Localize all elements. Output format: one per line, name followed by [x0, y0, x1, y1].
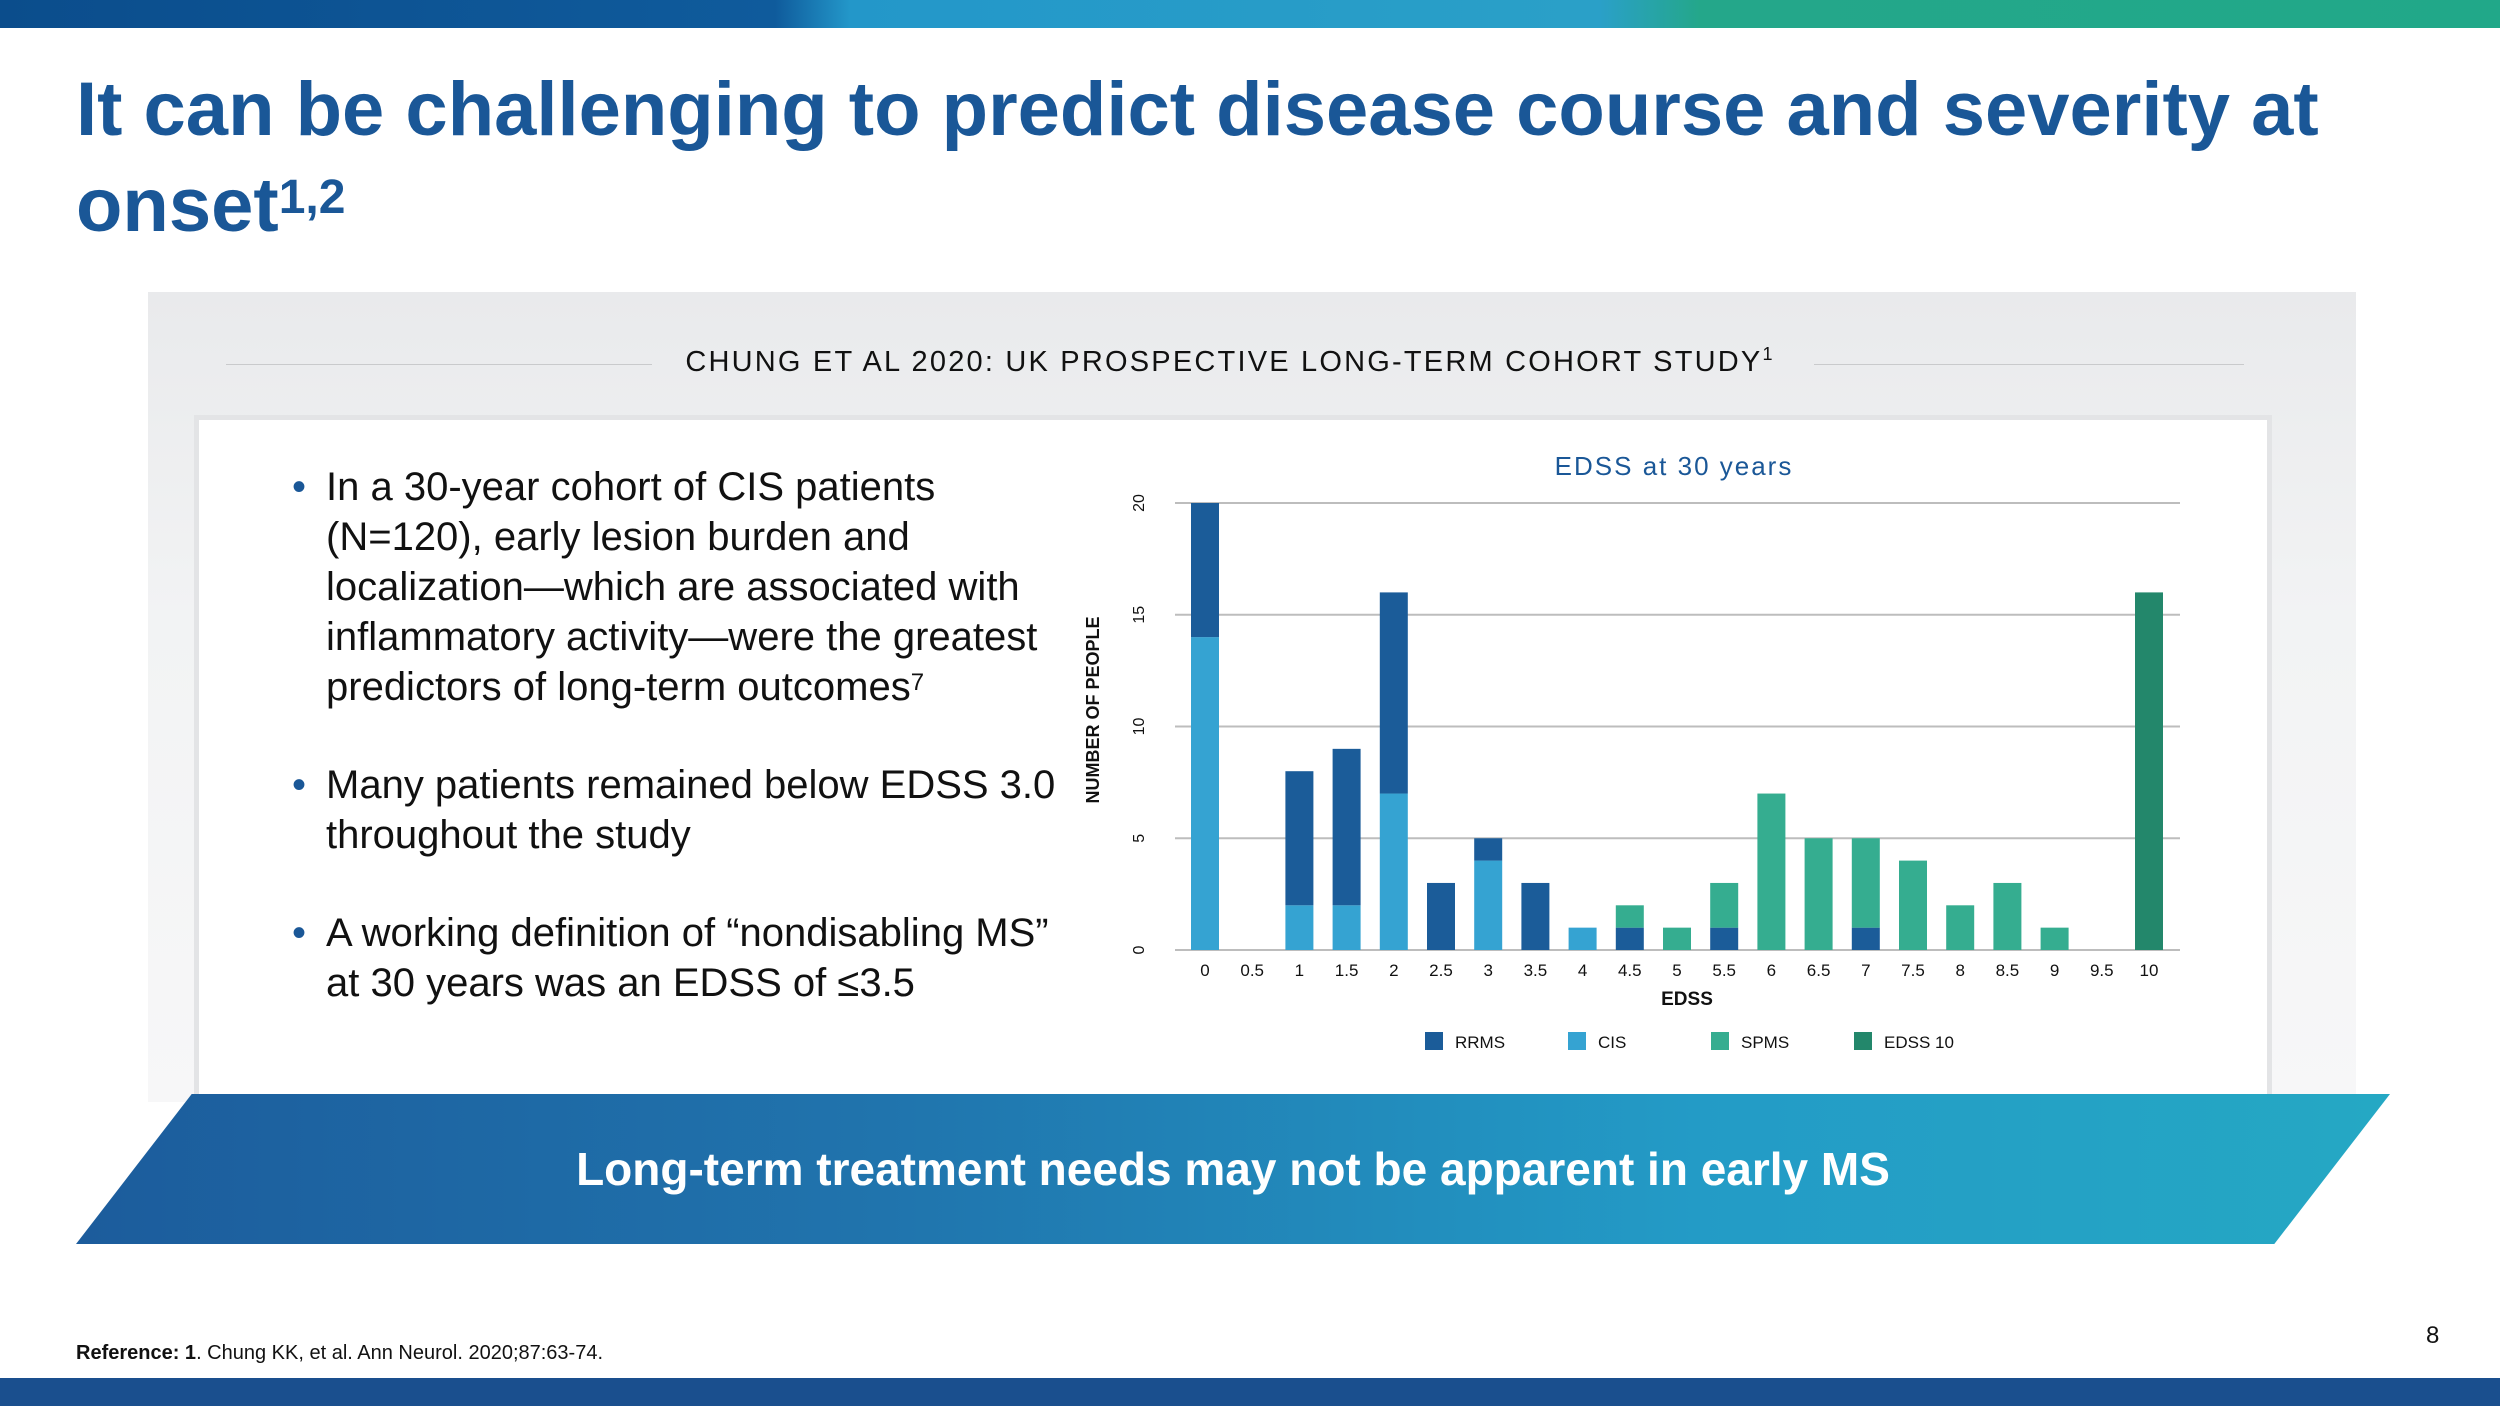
- legend-swatch-spms: [1711, 1032, 1729, 1050]
- x-tick-label: 2.5: [1429, 961, 1453, 980]
- y-axis-label: NUMBER OF PEOPLE: [1083, 616, 1103, 803]
- bar-rrms-edss-3.5: [1521, 882, 1550, 950]
- study-title-rule-right: [1814, 364, 2244, 365]
- legend-label-rrms: RRMS: [1455, 1033, 1505, 1052]
- bar-cis-edss-0: [1191, 637, 1219, 950]
- x-tick-label: 7: [1861, 961, 1870, 980]
- bullet-item-3: • A working definition of “nondisabling M…: [292, 908, 1072, 1008]
- bar-rrms-edss-1: [1285, 771, 1314, 906]
- bar-spms-edss-8.5: [1993, 882, 2022, 950]
- x-tick-label: 6.5: [1807, 961, 1831, 980]
- y-tick-label: 15: [1131, 606, 1148, 624]
- study-title-text: CHUNG ET AL 2020: UK PROSPECTIVE LONG-TE…: [685, 346, 1763, 378]
- edss-bar-chart: 0 5 10 15 20 0 0.5 1 1.5 2 2.5 3 3.5 4 4.5 5 5.5 6 6.5 7 7.…: [1083, 451, 2180, 1052]
- reference-label: Reference: 1: [76, 1342, 197, 1364]
- bullet-marker: •: [292, 763, 307, 807]
- x-tick-label: 9: [2050, 961, 2059, 980]
- x-tick-label: 6: [1767, 961, 1776, 980]
- y-tick-label: 20: [1131, 494, 1148, 512]
- x-tick-label: 5.5: [1712, 961, 1736, 980]
- bar-spms-edss-4.5: [1615, 905, 1644, 928]
- legend-label-edss-10: EDSS 10: [1884, 1033, 1954, 1052]
- x-axis-label: EDSS: [1661, 989, 1713, 1010]
- bar-rrms-edss-0: [1191, 503, 1219, 638]
- study-title-rule-left: [226, 364, 652, 365]
- bar-spms-edss-7: [1851, 838, 1880, 928]
- x-tick-label: 4.5: [1618, 961, 1642, 980]
- y-tick-labels: 0 5 10 15 20: [1131, 494, 1148, 954]
- legend-swatch-rrms: [1425, 1032, 1443, 1050]
- bar-spms-edss-6.5: [1804, 838, 1833, 950]
- reference: Reference: 1. Chung KK, et al. Ann Neuro…: [76, 1342, 603, 1365]
- bullet-marker: •: [292, 465, 307, 509]
- y-tick-label: 0: [1131, 945, 1148, 954]
- y-tick-label: 10: [1131, 718, 1148, 736]
- bar-spms-edss-9: [2040, 927, 2069, 950]
- x-tick-label: 8.5: [1996, 961, 2020, 980]
- legend-label-spms: SPMS: [1741, 1033, 1789, 1052]
- bar-spms-edss-8: [1946, 905, 1975, 950]
- study-superscript: 1: [1762, 344, 1775, 364]
- x-tick-label: 0: [1200, 961, 1209, 980]
- bars: [1191, 503, 2163, 950]
- bar-rrms-edss-2: [1379, 592, 1408, 794]
- legend: RRMS CIS SPMS EDSS 10: [1425, 1032, 1954, 1052]
- bottom-accent-bar: [0, 1378, 2500, 1406]
- x-tick-label: 10: [2140, 961, 2159, 980]
- bar-cis-edss-3: [1474, 860, 1503, 950]
- bar-cis-edss-1.5: [1332, 905, 1361, 950]
- x-tick-label: 1.5: [1335, 961, 1359, 980]
- bar-rrms-edss-4.5: [1615, 927, 1644, 950]
- bar-cis-edss-1: [1285, 905, 1314, 950]
- bullet-list: • In a 30-year cohort of CIS patients (N=…: [292, 462, 1072, 1056]
- study-title: CHUNG ET AL 2020: UK PROSPECTIVE LONG-TE…: [640, 344, 1820, 379]
- x-tick-label: 5: [1672, 961, 1681, 980]
- chart-title: EDSS at 30 years: [1555, 451, 1794, 481]
- bar-rrms-edss-7: [1851, 927, 1880, 950]
- x-tick-label: 3: [1483, 961, 1492, 980]
- legend-swatch-edss-10: [1854, 1032, 1872, 1050]
- bar-rrms-edss-3: [1474, 838, 1503, 861]
- bullet-marker: •: [292, 911, 307, 955]
- slide-title-text: It can be challenging to predict disease…: [76, 67, 2319, 248]
- key-message-banner: [76, 1094, 2390, 1244]
- x-tick-label: 3.5: [1524, 961, 1548, 980]
- bar-edss-10-edss-10: [2135, 592, 2163, 950]
- slide-title: It can be challenging to predict disease…: [76, 62, 2376, 254]
- x-tick-label: 9.5: [2090, 961, 2114, 980]
- bar-rrms-edss-1.5: [1332, 748, 1361, 906]
- banner-text: Long-term treatment needs may not be app…: [576, 1143, 1890, 1195]
- bullet-item-1: • In a 30-year cohort of CIS patients (N=…: [292, 462, 1072, 712]
- y-tick-label: 5: [1131, 834, 1148, 843]
- bullet-item-2: • Many patients remained below EDSS 3.0 t…: [292, 760, 1072, 860]
- bar-spms-edss-5: [1663, 927, 1691, 950]
- bar-cis-edss-4: [1568, 927, 1597, 950]
- legend-swatch-cis: [1568, 1032, 1586, 1050]
- bullet-text-1: In a 30-year cohort of CIS patients (N=1…: [326, 465, 1038, 709]
- bar-spms-edss-7.5: [1899, 860, 1927, 950]
- reference-text: . Chung KK, et al. Ann Neurol. 2020;87:6…: [196, 1342, 604, 1364]
- bar-rrms-edss-2.5: [1427, 882, 1455, 950]
- x-tick-label: 2: [1389, 961, 1398, 980]
- x-tick-label: 4: [1578, 961, 1587, 980]
- bullet-text-3: A working definition of “nondisabling MS…: [326, 911, 1049, 1005]
- page-number: 8: [2426, 1322, 2440, 1349]
- study-card: [194, 415, 2272, 1095]
- x-tick-label: 0.5: [1240, 961, 1264, 980]
- bullet-text-2: Many patients remained below EDSS 3.0 th…: [326, 763, 1056, 857]
- top-accent-bar: [0, 0, 2500, 28]
- bar-spms-edss-6: [1757, 793, 1786, 950]
- bullet-superscript-1: 7: [910, 669, 925, 696]
- gridlines: [1175, 502, 2180, 951]
- bar-cis-edss-2: [1379, 793, 1408, 950]
- x-tick-labels: 0 0.5 1 1.5 2 2.5 3 3.5 4 4.5 5 5.5 6 6.5 7 7.5 8 8.5 9 9.5…: [1200, 961, 2158, 980]
- bar-rrms-edss-5.5: [1710, 927, 1739, 950]
- title-superscript: 1,2: [278, 171, 346, 224]
- x-tick-label: 8: [1955, 961, 1964, 980]
- bar-spms-edss-5.5: [1710, 882, 1739, 928]
- x-tick-label: 1: [1295, 961, 1304, 980]
- x-tick-label: 7.5: [1901, 961, 1925, 980]
- legend-label-cis: CIS: [1598, 1033, 1626, 1052]
